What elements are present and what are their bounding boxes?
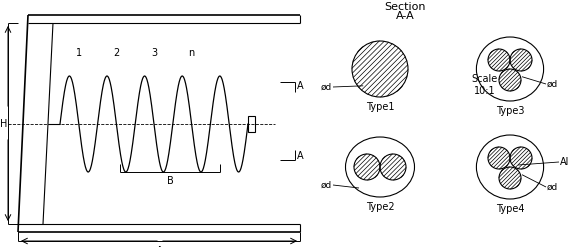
Circle shape <box>488 147 510 169</box>
Circle shape <box>380 154 406 180</box>
Text: Scale
10:1: Scale 10:1 <box>472 74 498 96</box>
Text: Type4: Type4 <box>496 204 524 214</box>
Text: A: A <box>156 246 164 247</box>
Text: A: A <box>297 81 304 91</box>
Text: Type1: Type1 <box>366 102 394 112</box>
Text: Type2: Type2 <box>365 202 395 212</box>
Circle shape <box>352 41 408 97</box>
Circle shape <box>510 49 532 71</box>
Text: n: n <box>188 48 195 58</box>
Text: 3: 3 <box>151 48 157 58</box>
Circle shape <box>488 49 510 71</box>
Circle shape <box>499 69 521 91</box>
Circle shape <box>510 147 532 169</box>
Text: 1: 1 <box>76 48 82 58</box>
Text: B: B <box>167 176 174 186</box>
Text: Section: Section <box>384 2 426 12</box>
Text: A-A: A-A <box>396 11 415 21</box>
Text: Al: Al <box>560 157 569 167</box>
Text: ød: ød <box>547 183 558 191</box>
Text: Type3: Type3 <box>496 106 524 116</box>
Text: A: A <box>297 151 304 161</box>
Bar <box>248 116 255 132</box>
Text: H: H <box>1 119 7 129</box>
Text: ød: ød <box>321 82 332 91</box>
Text: ød: ød <box>321 181 332 189</box>
Text: 2: 2 <box>113 48 119 58</box>
Circle shape <box>354 154 380 180</box>
Circle shape <box>499 167 521 189</box>
Text: ød: ød <box>547 80 558 88</box>
